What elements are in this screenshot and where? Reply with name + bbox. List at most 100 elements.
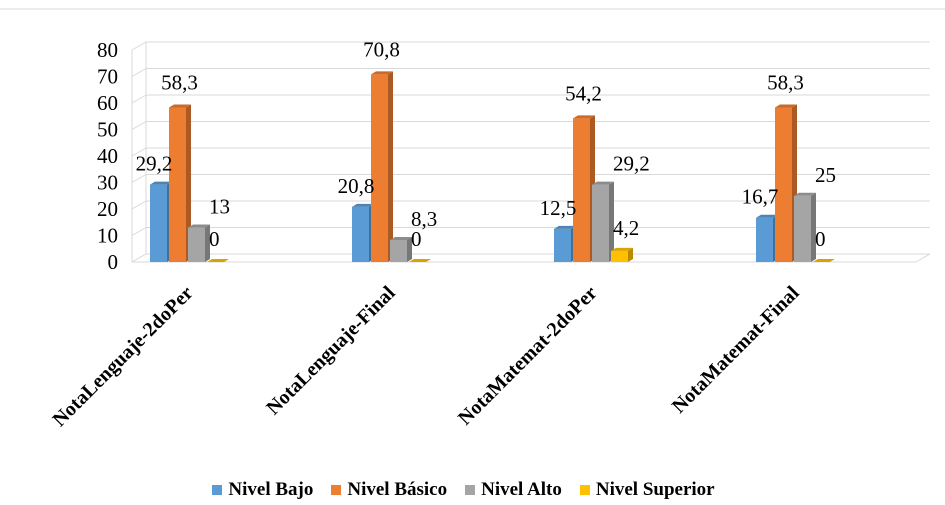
data-label: 8,3 (411, 207, 437, 231)
bar-top (554, 225, 576, 229)
bar (611, 247, 633, 262)
bar-front (150, 184, 167, 262)
bar-side (205, 224, 210, 262)
bar-top (573, 115, 595, 119)
bar-top (371, 71, 393, 75)
legend-label: Nivel Superior (595, 479, 715, 500)
bar-top (775, 104, 797, 108)
legend-item: Nivel Bajo (212, 479, 313, 501)
bar-side (811, 192, 816, 262)
legend-swatch (212, 485, 223, 495)
y-tick-label: 80 (97, 38, 118, 62)
legend-item: Nivel Superior (579, 479, 715, 501)
data-label: 70,8 (363, 37, 400, 61)
bar (150, 181, 172, 262)
legend-label: Nivel Bajo (228, 479, 314, 500)
data-labels: 29,258,313020,870,88,3012,554,229,24,216… (136, 37, 836, 251)
data-label: 16,7 (742, 185, 779, 209)
gridline-side (131, 227, 147, 236)
bar-top (207, 259, 229, 262)
bar-top (352, 203, 374, 207)
legend: Nivel Bajo Nivel Básico Nivel Alto Nivel Su… (0, 478, 945, 502)
gridline-side (131, 200, 147, 210)
gridline-side (131, 121, 147, 130)
bar (409, 259, 431, 263)
legend-item: Nivel Básico (331, 479, 447, 501)
x-tick-label: NotaLenguaje-Final (262, 282, 400, 420)
bar (390, 237, 412, 262)
bar-top (611, 247, 633, 251)
y-tick-label: 70 (97, 65, 118, 89)
gridline-side (131, 174, 147, 183)
data-label: 54,2 (565, 81, 602, 105)
bar-front (390, 240, 407, 262)
bars (150, 71, 835, 263)
bar-top (390, 237, 412, 241)
x-tick-label: NotaMatemat-2doPer (454, 282, 602, 430)
bar-side (628, 247, 633, 262)
y-tick-label: 40 (97, 144, 118, 168)
bar-front (794, 195, 811, 262)
x-tick-label: NotaMatemat-Final (668, 282, 804, 418)
bar (775, 104, 797, 262)
bar-front (352, 206, 369, 262)
bar-front (169, 107, 186, 262)
data-label: 25 (815, 163, 836, 187)
y-tick-label: 20 (97, 197, 118, 221)
bar (592, 181, 614, 262)
data-label: 58,3 (161, 71, 198, 95)
legend-label: Nivel Alto (481, 479, 562, 500)
y-tick-label: 50 (97, 118, 118, 142)
bar-side (407, 237, 412, 262)
bar (756, 214, 778, 262)
bar-top (813, 259, 835, 262)
bar (207, 259, 229, 263)
bar (188, 224, 210, 262)
data-label: 0 (815, 227, 826, 251)
y-tick-label: 60 (97, 91, 118, 115)
bar-front (756, 217, 773, 262)
legend-swatch (579, 485, 590, 495)
bar-front (371, 74, 388, 262)
legend-swatch (331, 485, 342, 495)
bar-side (388, 71, 393, 262)
legend-item: Nivel Alto (465, 479, 562, 501)
bar (169, 104, 191, 262)
bar (554, 225, 576, 262)
gridline-side (131, 253, 147, 263)
y-tick-label: 0 (108, 250, 119, 274)
data-label: 12,5 (540, 196, 577, 220)
bar-top (592, 181, 614, 185)
bar-front (188, 227, 205, 262)
bar-front (554, 228, 571, 262)
bar (794, 192, 816, 262)
gridline-side (131, 41, 147, 51)
gridline-side (131, 68, 147, 77)
bar-top (756, 214, 778, 218)
bar-front (611, 250, 628, 262)
bar-top (150, 181, 172, 185)
legend-label: Nivel Básico (347, 479, 448, 500)
gridline-side (131, 94, 147, 104)
data-label: 20,8 (338, 174, 375, 198)
bar (352, 203, 374, 262)
y-tick-label: 10 (97, 224, 118, 248)
data-label: 29,2 (613, 152, 650, 176)
x-tick-label: NotaLenguaje-2doPer (48, 282, 197, 431)
data-label: 29,2 (136, 152, 173, 176)
bar-top (794, 192, 816, 196)
x-axis-labels: NotaLenguaje-2doPer NotaLenguaje-Final Not… (48, 282, 803, 431)
data-label: 4,2 (613, 216, 639, 240)
data-label: 0 (209, 227, 220, 251)
data-label: 0 (411, 227, 422, 251)
y-tick-label: 30 (97, 171, 118, 195)
gridline-side (131, 147, 147, 157)
bar (573, 115, 595, 263)
bar-top (169, 104, 191, 108)
data-label: 58,3 (767, 71, 804, 95)
bar (813, 259, 835, 263)
bar-top (188, 224, 210, 228)
